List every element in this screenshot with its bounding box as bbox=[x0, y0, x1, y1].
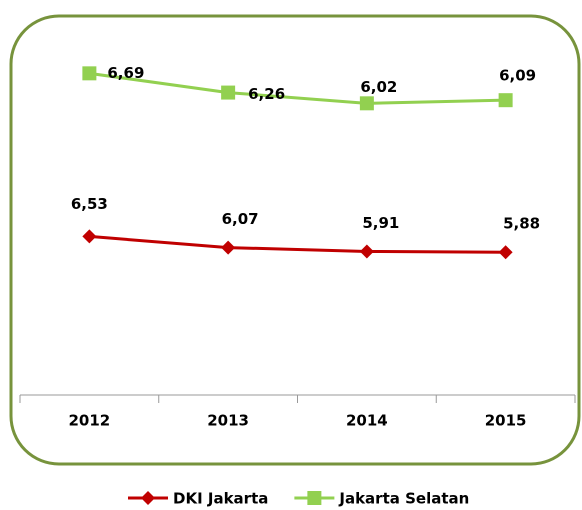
data-label: 6,07 bbox=[222, 210, 259, 228]
point bbox=[82, 229, 97, 244]
point bbox=[82, 66, 97, 81]
point bbox=[359, 244, 374, 259]
x-tick-label: 2015 bbox=[485, 412, 527, 430]
line bbox=[89, 234, 506, 254]
data-label: 6,02 bbox=[360, 78, 397, 96]
data-label: 6,26 bbox=[248, 85, 285, 103]
data-label: 5,88 bbox=[503, 215, 540, 233]
point bbox=[498, 245, 513, 260]
legend-marker bbox=[141, 491, 155, 505]
legend-label: DKI Jakarta bbox=[173, 490, 268, 508]
chart-border bbox=[9, 14, 581, 466]
x-tick-label: 2014 bbox=[346, 412, 388, 430]
point bbox=[359, 96, 374, 111]
data-label: 6,53 bbox=[71, 195, 108, 213]
x-tick-label: 2013 bbox=[207, 412, 249, 430]
point bbox=[221, 240, 236, 255]
point bbox=[221, 85, 236, 100]
x-tick-label: 2012 bbox=[69, 412, 111, 430]
data-label: 6,09 bbox=[499, 67, 536, 85]
line bbox=[89, 71, 506, 105]
data-label: 5,91 bbox=[362, 214, 399, 232]
legend-label: Jakarta Selatan bbox=[338, 490, 469, 508]
data-label: 6,69 bbox=[107, 64, 144, 82]
point bbox=[498, 93, 513, 108]
legend-marker bbox=[307, 491, 322, 505]
